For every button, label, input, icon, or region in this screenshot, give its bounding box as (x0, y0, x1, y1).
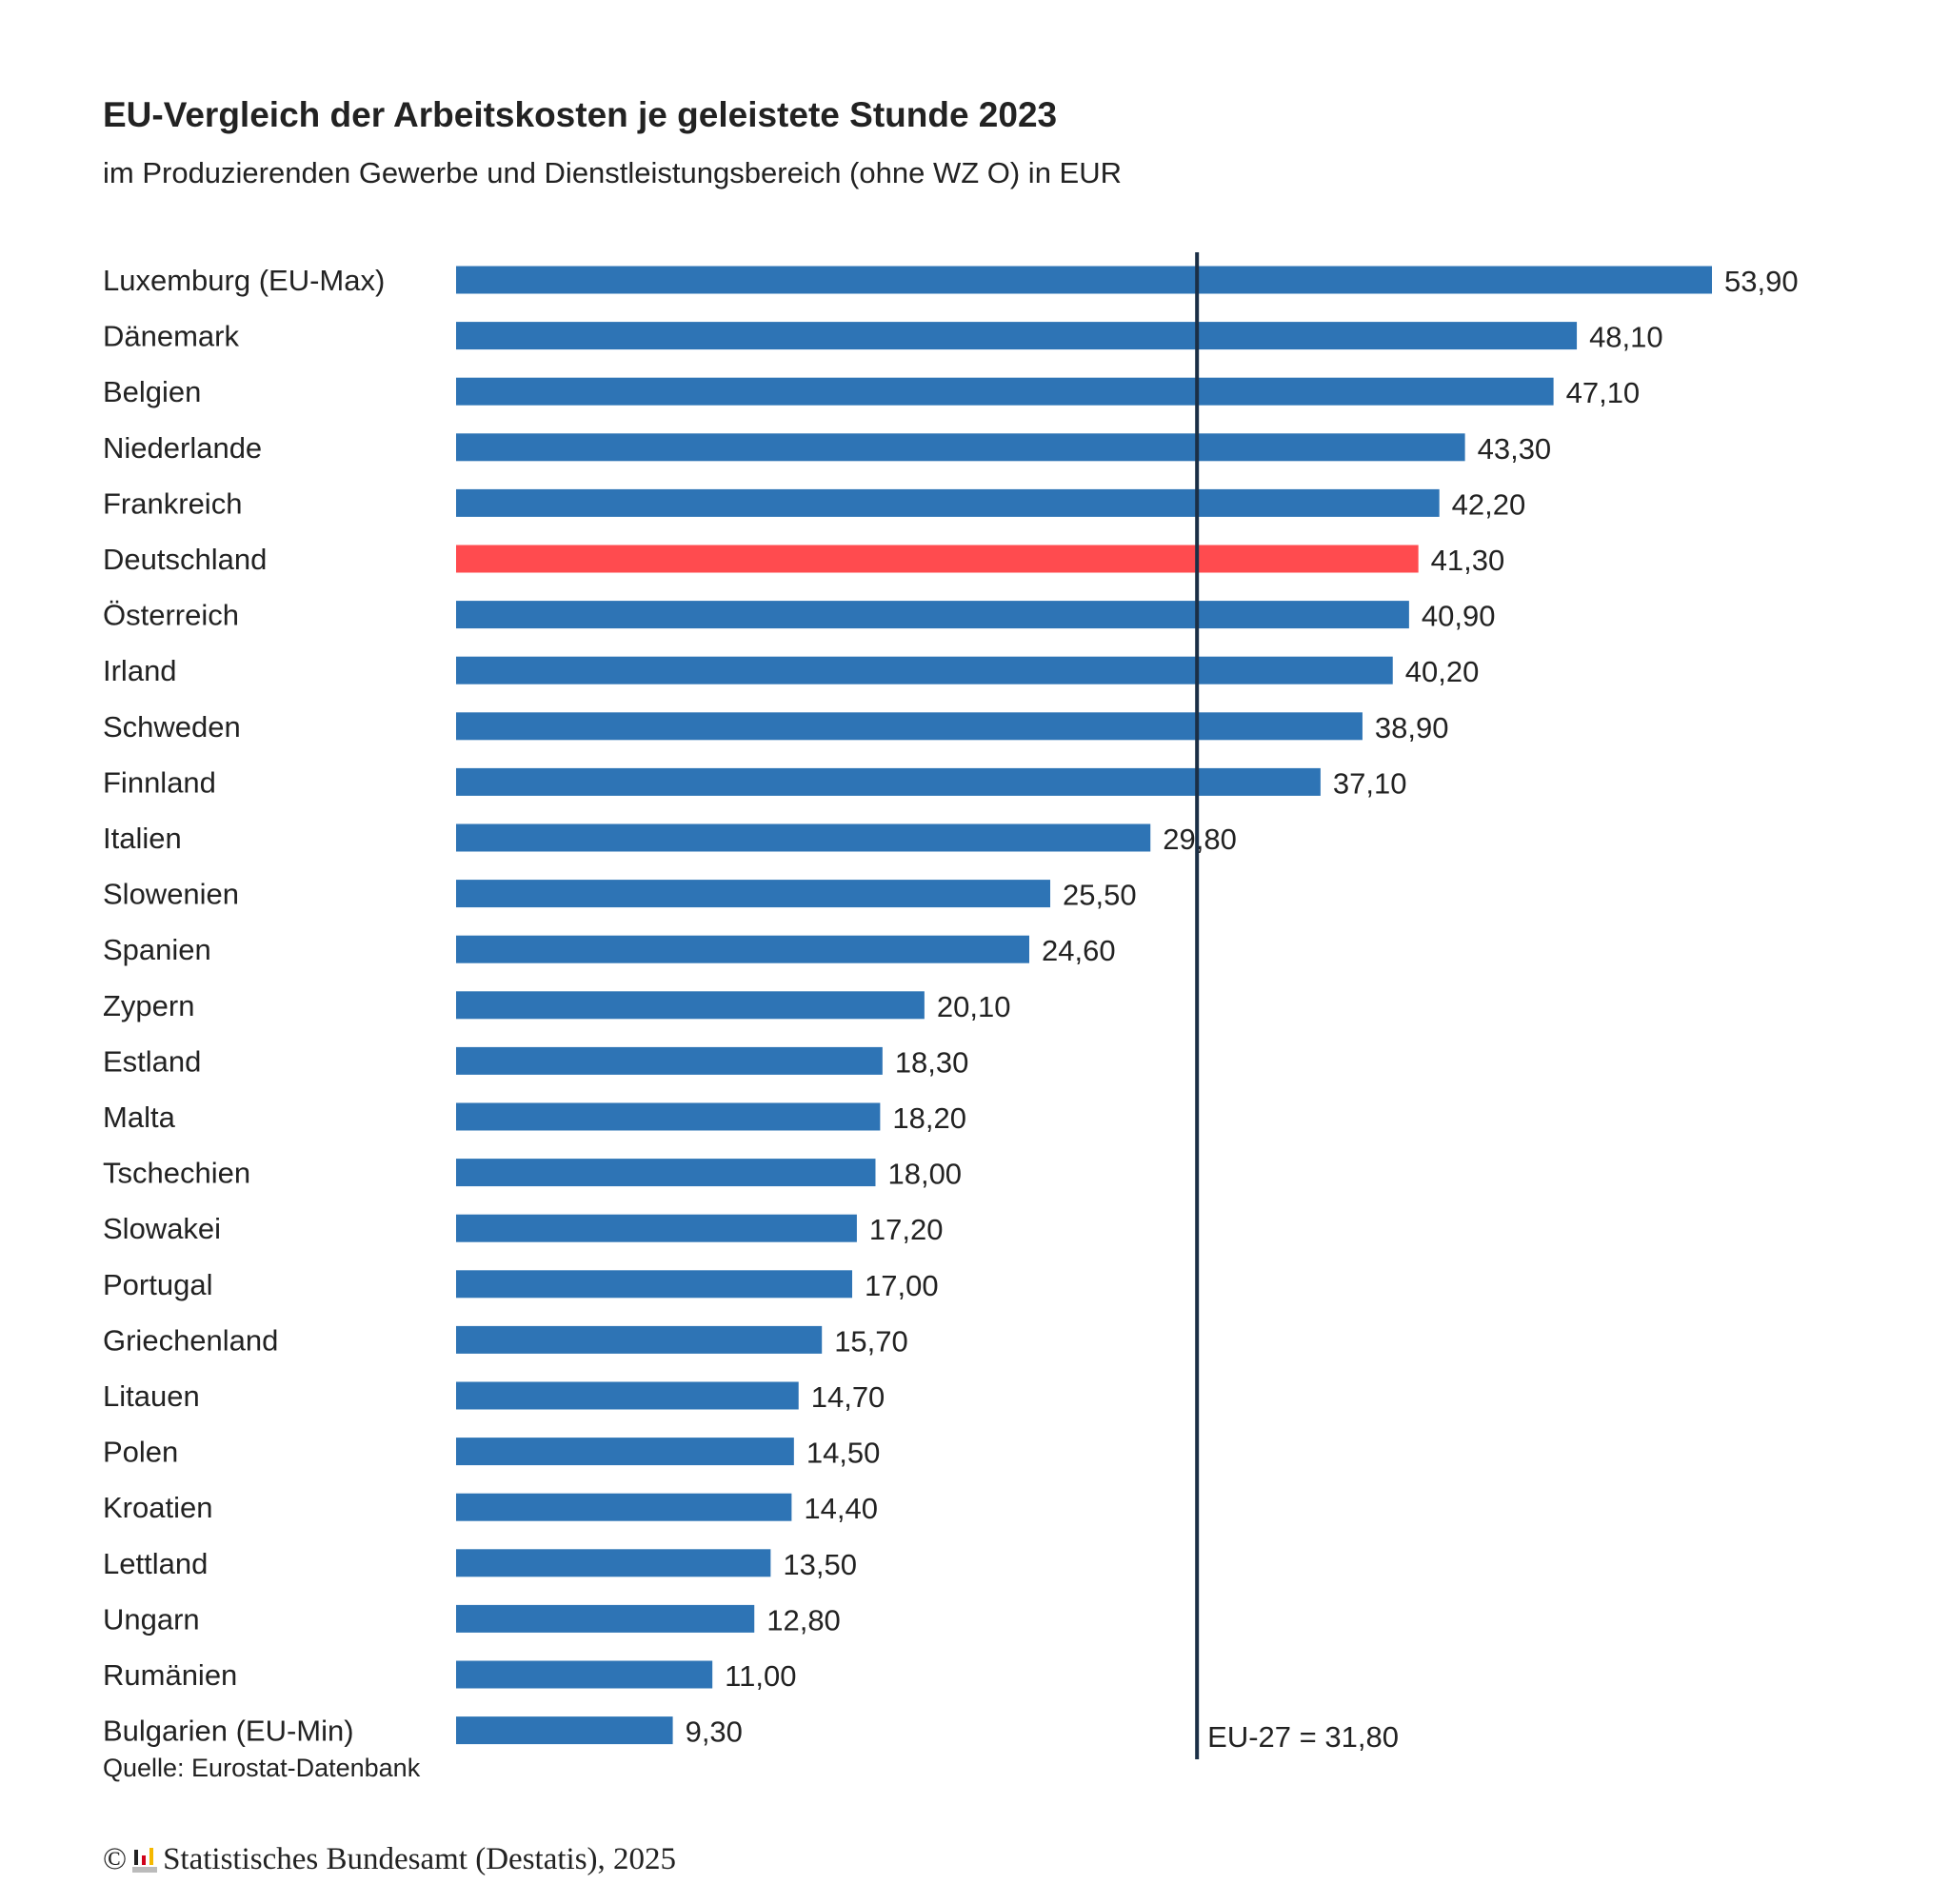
value-label: 53,90 (1724, 265, 1799, 298)
value-label: 40,20 (1405, 655, 1480, 688)
category-label: Bulgarien (EU-Min) (103, 1715, 354, 1748)
value-label: 38,90 (1375, 711, 1449, 744)
bar (456, 266, 1712, 294)
value-label: 14,50 (806, 1437, 881, 1470)
category-label: Kroatien (103, 1491, 212, 1524)
chart-subtitle: im Produzierenden Gewerbe und Dienstleis… (103, 156, 1122, 189)
category-label: Belgien (103, 375, 201, 408)
bar (456, 991, 925, 1020)
bar (456, 1549, 771, 1577)
value-label: 14,40 (804, 1492, 878, 1525)
category-label: Griechenland (103, 1323, 278, 1357)
bar (456, 1214, 857, 1242)
category-label: Schweden (103, 710, 241, 744)
bar (456, 656, 1393, 684)
category-label: Frankreich (103, 486, 242, 520)
bar (456, 377, 1554, 406)
value-label: 18,30 (895, 1045, 969, 1079)
value-label: 13,50 (783, 1548, 857, 1581)
category-label: Polen (103, 1436, 178, 1469)
category-label: Slowenien (103, 878, 239, 911)
value-label: 12,80 (766, 1603, 841, 1636)
value-label: 43,30 (1478, 432, 1552, 466)
category-label: Deutschland (103, 543, 267, 576)
destatis-logo-icon (132, 1847, 158, 1873)
value-label: 25,50 (1063, 879, 1137, 912)
category-label: Irland (103, 654, 177, 687)
category-label: Zypern (103, 989, 194, 1022)
bar (456, 1660, 713, 1689)
bar (456, 1325, 823, 1354)
value-label: 17,20 (869, 1213, 944, 1246)
bar (456, 1159, 876, 1187)
category-label: Finnland (103, 765, 216, 799)
bar (456, 1046, 883, 1075)
bar (456, 545, 1419, 573)
bar (456, 935, 1029, 963)
bar (456, 1716, 673, 1745)
copyright-text: Statistisches Bundesamt (Destatis), 2025 (163, 1842, 677, 1876)
value-label: 41,30 (1431, 544, 1505, 577)
bar (456, 433, 1465, 462)
value-label: 40,90 (1422, 600, 1496, 633)
bar (456, 488, 1440, 517)
category-label: Ungarn (103, 1602, 200, 1636)
category-label: Niederlande (103, 431, 262, 465)
value-label: 37,10 (1333, 766, 1407, 800)
category-label: Italien (103, 822, 182, 855)
category-label: Luxemburg (EU-Max) (103, 264, 385, 297)
value-label: 42,20 (1452, 487, 1526, 521)
bar (456, 1102, 881, 1131)
bar (456, 601, 1409, 629)
category-label: Rumänien (103, 1658, 237, 1692)
value-label: 14,70 (811, 1380, 885, 1414)
bar (456, 1381, 799, 1410)
category-label: Tschechien (103, 1157, 250, 1190)
category-label: Litauen (103, 1379, 200, 1413)
category-label: Dänemark (103, 320, 239, 353)
value-label: 18,00 (887, 1158, 962, 1191)
bar (456, 712, 1363, 741)
category-label: Malta (103, 1101, 176, 1134)
source-note: Quelle: Eurostat-Datenbank (103, 1754, 421, 1782)
value-label: 15,70 (834, 1324, 908, 1358)
value-label: 18,20 (892, 1101, 966, 1135)
category-label: Slowakei (103, 1212, 221, 1245)
value-label: 24,60 (1042, 934, 1116, 967)
bar (456, 322, 1578, 350)
category-label: Spanien (103, 933, 211, 966)
reference-label: EU-27 = 31,80 (1207, 1720, 1399, 1754)
value-label: 29,80 (1163, 823, 1237, 856)
value-label: 17,00 (865, 1269, 939, 1302)
bar (456, 880, 1051, 908)
value-label: 9,30 (686, 1716, 743, 1749)
value-label: 48,10 (1589, 321, 1663, 354)
category-label: Portugal (103, 1268, 212, 1301)
category-label: Österreich (103, 599, 239, 632)
value-label: 20,10 (937, 990, 1011, 1023)
value-label: 11,00 (725, 1659, 796, 1693)
copyright-symbol: © (103, 1842, 128, 1876)
bar (456, 823, 1151, 852)
chart-title: EU-Vergleich der Arbeitskosten je geleis… (103, 95, 1058, 134)
bar (456, 1604, 755, 1633)
category-label: Estland (103, 1044, 201, 1078)
value-label: 47,10 (1566, 376, 1641, 409)
bar (456, 1493, 792, 1521)
copyright-footer: © Statistisches Bundesamt (Destatis), 20… (103, 1842, 676, 1877)
bar (456, 767, 1321, 796)
bar (456, 1438, 794, 1466)
category-label: Lettland (103, 1547, 208, 1580)
bar (456, 1270, 853, 1299)
